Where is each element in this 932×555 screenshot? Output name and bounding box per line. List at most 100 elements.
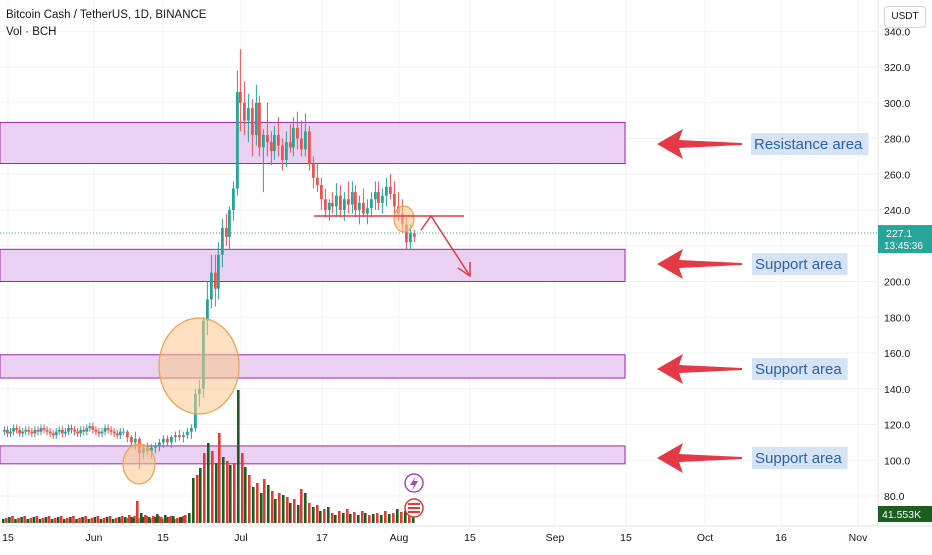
candle-body (174, 435, 177, 438)
zone-box (0, 121, 626, 165)
highlight-circle (158, 317, 240, 415)
y-tick-label: 80.0 (884, 491, 905, 503)
candle-body (381, 195, 384, 203)
candle-body (79, 429, 83, 434)
volume-bar (372, 514, 375, 523)
volume-bar (160, 517, 163, 523)
candle-body (232, 188, 235, 210)
currency-badge[interactable]: USDT (884, 6, 926, 28)
volume-bar (93, 517, 97, 523)
volume-bar (176, 518, 179, 523)
volume-bar (327, 507, 330, 523)
candle-body (64, 431, 67, 434)
volume-bar (72, 516, 75, 523)
volume-bar (361, 511, 364, 523)
candle-body (60, 429, 64, 434)
volume-bar (102, 518, 106, 523)
candle-body (3, 429, 6, 432)
volume-bar (357, 515, 360, 523)
candle-body (354, 192, 357, 210)
volume-bar (99, 519, 103, 523)
candle-body (217, 254, 220, 289)
candle-body (393, 193, 396, 207)
candle-body (374, 192, 377, 200)
volume-bar (248, 475, 251, 523)
volume-bar (44, 517, 48, 523)
volume-bar (168, 517, 171, 523)
volume-bar (157, 516, 161, 523)
volume-bar (271, 491, 274, 523)
volume-bar (50, 519, 54, 523)
volume-bar (148, 517, 151, 523)
volume-bar (293, 499, 296, 523)
candle-body (103, 428, 107, 432)
volume-bar (334, 515, 337, 523)
candle-body (30, 431, 34, 434)
volume-bar (412, 515, 415, 523)
candle-body (370, 199, 373, 209)
y-tick-label: 160.0 (884, 348, 910, 360)
x-tick-label: 15 (157, 532, 169, 544)
pointer-arrow (657, 249, 742, 279)
candle-body (405, 224, 408, 243)
candle-body (118, 431, 122, 436)
x-tick-label: Jun (86, 532, 103, 544)
candle-body (300, 138, 303, 150)
volume-bar (180, 517, 183, 523)
zone-label-bg (752, 358, 848, 380)
candle-body (328, 202, 331, 210)
volume-bar (380, 515, 383, 523)
volume-bar (14, 519, 17, 523)
symbol-title: Bitcoin Cash / TetherUS, 1D, BINANCE (6, 9, 207, 21)
candle-body (109, 429, 113, 432)
candle-body (385, 186, 388, 196)
x-tick-label: Nov (849, 532, 868, 544)
candle-body (266, 134, 269, 143)
pointer-arrow (657, 129, 742, 159)
volume-bar (408, 514, 411, 523)
volume-bar (111, 519, 115, 523)
candle-body (88, 426, 92, 429)
candle-body (178, 435, 181, 438)
candle-body (45, 429, 49, 432)
volume-bar (5, 518, 8, 523)
volume-bar (181, 516, 185, 523)
candle-body (277, 134, 280, 146)
candle-body (150, 447, 153, 452)
volume-bar (274, 499, 277, 523)
candle-body (82, 429, 86, 432)
y-tick-label: 140.0 (884, 384, 910, 396)
candle-body (304, 131, 307, 150)
volume-bar (312, 507, 315, 523)
zone-box (0, 354, 626, 379)
candle-body (18, 429, 22, 434)
candle-body (214, 272, 217, 289)
candle-body (12, 428, 15, 432)
candle-body (112, 431, 116, 434)
volume-bar (308, 503, 311, 523)
volume-bar (286, 497, 289, 523)
projection-line (420, 214, 471, 277)
candle-body (347, 199, 350, 205)
volume-bar (144, 515, 147, 523)
volume-bar (81, 517, 84, 523)
volume-bar (75, 519, 78, 523)
candle-body (285, 142, 288, 160)
volume-bar (400, 512, 403, 523)
candle-body (225, 227, 228, 237)
volume-bar (132, 518, 135, 523)
volume-bar (128, 515, 131, 523)
volume-bar (353, 512, 356, 523)
candle-body (130, 437, 133, 443)
volume-bar (233, 463, 236, 523)
volume-bar (108, 516, 112, 523)
volume-bar (53, 518, 57, 523)
volume-bar (164, 515, 167, 523)
candle-body (316, 177, 319, 185)
candle-body (166, 438, 169, 443)
time-axis (0, 526, 932, 550)
candle-body (324, 199, 327, 210)
volume-bar (172, 516, 175, 523)
